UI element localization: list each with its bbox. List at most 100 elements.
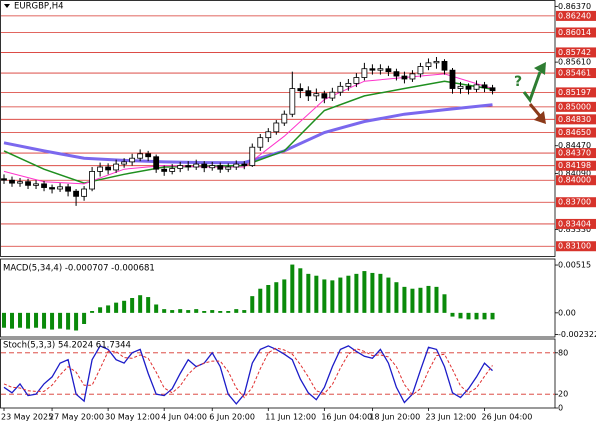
macd-bar: [10, 312, 15, 329]
macd-bar: [146, 297, 151, 313]
level-label: 0.84198: [558, 161, 591, 170]
y-tick-label: 0.00515: [558, 261, 591, 270]
candle-body: [249, 146, 256, 166]
macd-bar: [354, 273, 359, 313]
level-label-box: [556, 175, 596, 186]
candle-body: [361, 68, 368, 78]
macd-bar: [178, 309, 183, 313]
macd-bar: [250, 296, 255, 313]
macd-bar: [258, 288, 263, 313]
x-tick-label: 30 May 12:00: [105, 413, 160, 422]
candle-body: [313, 93, 320, 97]
macd-bar: [226, 311, 231, 313]
candle-body: [401, 75, 408, 80]
candle-body: [25, 181, 31, 186]
candle-body: [241, 163, 248, 166]
macd-bar: [290, 264, 295, 313]
level-label: 0.85000: [558, 102, 591, 111]
candle-body: [377, 68, 384, 71]
macd-bar: [34, 312, 39, 328]
level-label-box: [556, 27, 596, 38]
candle-body: [33, 183, 39, 186]
macd-bar: [218, 311, 223, 313]
stoch-title: Stoch(5,3,3) 54.2024 61.7344: [3, 341, 131, 351]
macd-bar: [282, 279, 287, 313]
macd-bar: [242, 310, 247, 313]
macd-bar: [18, 312, 23, 328]
macd-bar: [394, 282, 399, 313]
candle-body: [41, 183, 47, 188]
level-label: 0.85461: [558, 69, 591, 78]
level-label-box: [556, 127, 596, 138]
stoch-line: [3, 345, 493, 405]
macd-bar: [274, 282, 279, 313]
candle-body: [129, 157, 136, 163]
macd-bar: [154, 304, 159, 313]
level-label-box: [556, 87, 596, 98]
macd-bar: [130, 298, 135, 313]
level-label-box: [556, 10, 596, 21]
level-label-box: [556, 47, 596, 58]
candle-body: [81, 188, 87, 197]
macd-bar: [90, 311, 95, 313]
macd-bar: [162, 309, 167, 313]
forecast-arrows: ?: [514, 62, 546, 124]
candle-body: [305, 90, 312, 97]
y-tick-label: 0.83330: [558, 225, 591, 234]
candle-body: [89, 171, 95, 190]
macd-bar: [402, 286, 407, 313]
price-panel-border: [0, 0, 556, 257]
chart-title: EURGBP,H4: [14, 2, 64, 12]
y-tick-label: 0.86370: [558, 2, 591, 11]
menu-triangle[interactable]: [4, 4, 10, 8]
candle-body: [289, 88, 296, 115]
y-tick-label: 0.84470: [558, 141, 591, 150]
macd-bar: [434, 286, 439, 313]
candle-body: [185, 165, 192, 168]
macd-bar: [410, 288, 415, 313]
x-tick-label: 16 Jun 04:00: [321, 413, 372, 422]
macd-bar: [458, 312, 463, 319]
x-tick-label: 26 Jun 04:00: [482, 413, 533, 422]
y-tick-label: 20: [558, 390, 568, 399]
up-arrowhead: [534, 62, 546, 75]
annotation: ?: [514, 74, 522, 90]
macd-bar: [442, 294, 447, 313]
macd-bar: [266, 285, 271, 313]
x-tick-label: 23 Jun 12:00: [425, 413, 476, 422]
candle-body: [201, 163, 208, 169]
candle-body: [265, 131, 272, 139]
candle-body: [345, 82, 352, 87]
candle-body: [257, 137, 264, 148]
x-tick-label: 4 Jun 04:00: [161, 413, 207, 422]
candle-body: [297, 88, 304, 92]
macd-bar: [346, 275, 351, 313]
candle-body: [153, 156, 160, 170]
macd-bar: [194, 309, 199, 313]
candle-body: [161, 168, 168, 172]
candle-body: [217, 165, 224, 170]
candle-body: [489, 87, 496, 92]
candle-body: [441, 60, 448, 71]
macd-bar: [330, 280, 335, 313]
macd-bar: [426, 285, 431, 313]
candle-body: [1, 178, 7, 181]
macd-bar: [202, 311, 207, 313]
level-label-box: [556, 197, 596, 208]
level-label-box: [556, 68, 596, 79]
y-tick-label: 0.84090: [558, 169, 591, 178]
y-tick-label: 0.00: [558, 308, 576, 317]
stoch-line: [3, 347, 493, 399]
candle-body: [273, 122, 280, 133]
level-label: 0.84000: [558, 176, 591, 185]
level-label-box: [556, 218, 596, 229]
level-label: 0.84650: [558, 128, 591, 137]
macd-bar: [122, 300, 127, 313]
level-label: 0.85742: [558, 48, 591, 57]
macd-bar: [210, 310, 215, 313]
frame: [0, 0, 556, 409]
macd-bar: [234, 309, 239, 313]
x-tick-label: 11 Jun 12:00: [265, 413, 316, 422]
level-label: 0.85197: [558, 88, 591, 97]
